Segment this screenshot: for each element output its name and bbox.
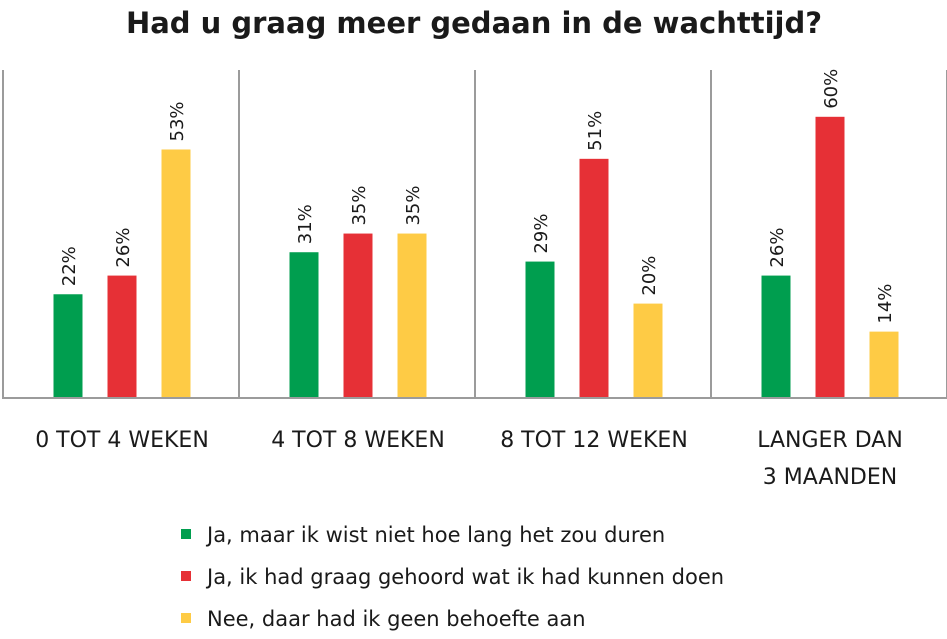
data-label: 35% bbox=[349, 186, 370, 226]
data-label: 14% bbox=[875, 284, 896, 324]
bar bbox=[161, 149, 191, 397]
data-label: 31% bbox=[295, 204, 316, 244]
legend-swatch bbox=[181, 613, 191, 623]
bar bbox=[525, 261, 555, 397]
data-label: 20% bbox=[639, 256, 660, 296]
bar bbox=[761, 275, 791, 397]
bar bbox=[815, 116, 845, 398]
data-label: 29% bbox=[531, 214, 552, 254]
data-label: 51% bbox=[585, 111, 606, 151]
legend-swatch bbox=[181, 571, 191, 581]
category-label: 4 TOT 8 WEKEN bbox=[271, 428, 445, 453]
bar bbox=[107, 275, 137, 397]
category-label: 8 TOT 12 WEKEN bbox=[500, 428, 688, 453]
bar bbox=[397, 233, 427, 397]
bars: 22% 26% 53% 31% 35% 35% 29% 51% 20% 26% 60% 14% bbox=[53, 69, 899, 398]
category-label: 3 MAANDEN bbox=[763, 465, 897, 490]
category-labels: 0 TOT 4 WEKEN 4 TOT 8 WEKEN 8 TOT 12 WEKEN… bbox=[35, 428, 903, 490]
category-label: 0 TOT 4 WEKEN bbox=[35, 428, 209, 453]
bar bbox=[289, 252, 319, 397]
legend: Ja, maar ik wist niet hoe lang het zou d… bbox=[181, 523, 724, 631]
legend-label: Nee, daar had ik geen behoefte aan bbox=[207, 607, 586, 631]
data-label: 26% bbox=[767, 228, 788, 268]
bar bbox=[869, 331, 899, 397]
data-label: 26% bbox=[113, 228, 134, 268]
legend-label: Ja, maar ik wist niet hoe lang het zou d… bbox=[205, 523, 665, 547]
legend-label: Ja, ik had graag gehoord wat ik had kunn… bbox=[205, 565, 724, 589]
bar bbox=[633, 303, 663, 397]
category-label: LANGER DAN bbox=[757, 428, 903, 453]
chart-title: Had u graag meer gedaan in de wachttijd? bbox=[126, 6, 822, 40]
axes bbox=[2, 70, 947, 399]
legend-swatch bbox=[181, 529, 191, 539]
bar bbox=[343, 233, 373, 397]
bar bbox=[53, 294, 83, 397]
bar bbox=[579, 158, 609, 397]
data-label: 35% bbox=[403, 186, 424, 226]
data-label: 53% bbox=[167, 101, 188, 141]
data-label: 60% bbox=[821, 69, 842, 109]
data-label: 22% bbox=[59, 246, 80, 286]
